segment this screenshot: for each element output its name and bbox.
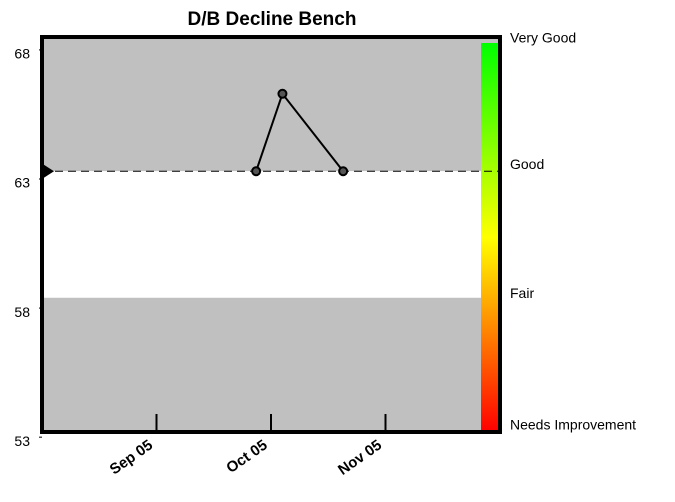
x-tick-label: Sep 05 [107, 437, 156, 479]
rating-label: Fair [510, 285, 534, 301]
y-tick-label: 68 [14, 46, 30, 62]
rating-label: Needs Improvement [510, 417, 636, 433]
band [42, 171, 500, 298]
chart-title: D/B Decline Bench [188, 9, 357, 30]
y-tick-label: 63 [14, 175, 30, 191]
rating-label: Good [510, 156, 544, 172]
rating-label: Very Good [510, 29, 576, 45]
y-tick-label: 53 [14, 433, 30, 449]
band [42, 37, 500, 172]
point [251, 166, 262, 177]
target-marker [40, 162, 54, 181]
point [338, 166, 349, 177]
rating-bar [481, 43, 499, 432]
band [42, 297, 500, 432]
point [277, 88, 288, 99]
x-tick-label: Nov 05 [335, 437, 385, 479]
x-tick-label: Oct 05 [223, 437, 270, 477]
y-tick-label: 58 [14, 304, 30, 320]
